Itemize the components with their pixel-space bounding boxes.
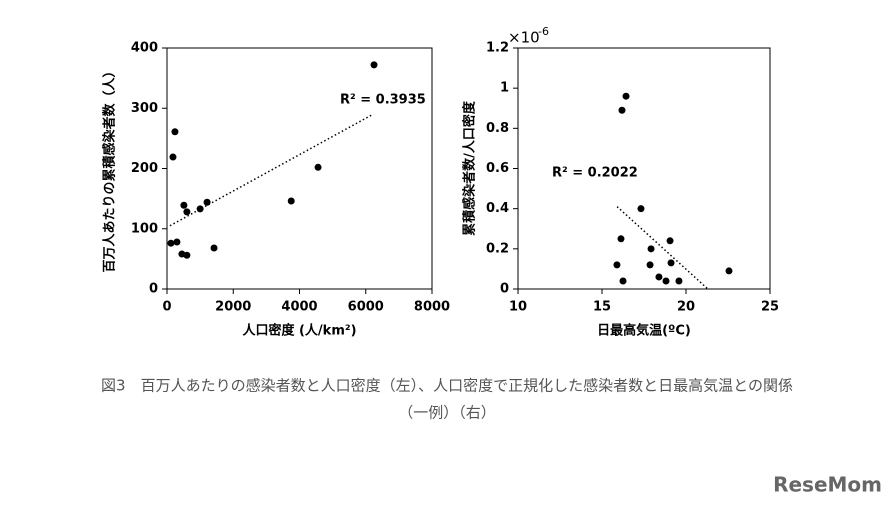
data-point <box>675 277 683 285</box>
data-point <box>173 238 181 246</box>
x-tick-label: 6000 <box>348 300 384 315</box>
x-tick-label: 10 <box>509 300 527 315</box>
data-point <box>370 61 378 69</box>
y-tick-label: 300 <box>131 101 158 116</box>
y-tick-label: 1 <box>500 81 509 96</box>
annotation: R² = 0.3935 <box>340 93 426 108</box>
trendline <box>616 206 709 290</box>
data-point <box>666 237 674 245</box>
data-point <box>655 273 663 281</box>
y-tick-label: 0.2 <box>486 241 509 256</box>
caption-line: 図3 百万人あたりの感染者数と人口密度（左）、人口密度で正規化した感染者数と日最… <box>101 377 793 395</box>
data-point <box>647 245 655 253</box>
x-tick-label: 20 <box>677 300 695 315</box>
data-point <box>287 197 295 205</box>
y-tick-label: 400 <box>131 41 158 56</box>
data-point <box>617 235 625 243</box>
x-axis-label: 日最高気温(ºC) <box>597 323 691 339</box>
y-multiplier-exponent: -6 <box>538 25 549 38</box>
data-point <box>667 259 675 267</box>
data-point <box>210 244 218 252</box>
data-point <box>167 239 175 247</box>
data-point <box>622 92 630 100</box>
caption-line: （一例）（右） <box>398 404 496 422</box>
data-point <box>171 128 179 136</box>
trendline <box>169 113 374 227</box>
y-axis-label: 百万人あたりの累積感染者数（人） <box>102 64 118 272</box>
data-point <box>613 261 621 269</box>
data-point <box>314 163 322 171</box>
data-point <box>169 153 177 161</box>
data-point <box>180 201 188 209</box>
data-point <box>646 261 654 269</box>
data-point <box>618 106 626 114</box>
y-multiplier: ×10 <box>508 29 540 47</box>
data-point <box>725 267 733 275</box>
x-tick-label: 4000 <box>281 300 317 315</box>
x-tick-label: 15 <box>593 300 611 315</box>
y-tick-label: 0 <box>500 282 509 297</box>
x-tick-label: 2000 <box>215 300 251 315</box>
y-tick-label: 0.8 <box>486 121 509 136</box>
x-axis-label: 人口密度 (人/km²) <box>242 323 356 339</box>
data-point <box>183 251 191 259</box>
logo: ReseMom <box>773 473 882 497</box>
annotation: R² = 0.2022 <box>552 166 638 181</box>
y-tick-label: 100 <box>131 221 158 236</box>
data-point <box>203 198 211 206</box>
data-point <box>662 277 670 285</box>
data-point <box>196 205 204 213</box>
y-axis-label: 累積感染者数/人口密度 <box>462 100 478 236</box>
plot-frame <box>166 47 433 290</box>
x-tick-label: 8000 <box>414 300 450 315</box>
y-tick-label: 200 <box>131 161 158 176</box>
y-tick-label: 0 <box>149 282 158 297</box>
y-tick-label: 1.2 <box>486 41 509 56</box>
x-tick-label: 0 <box>162 300 171 315</box>
data-point <box>619 277 627 285</box>
y-tick-label: 0.6 <box>486 161 509 176</box>
data-point <box>637 205 645 213</box>
data-point <box>183 208 191 216</box>
y-tick-label: 0.4 <box>486 201 509 216</box>
x-tick-label: 25 <box>761 300 779 315</box>
